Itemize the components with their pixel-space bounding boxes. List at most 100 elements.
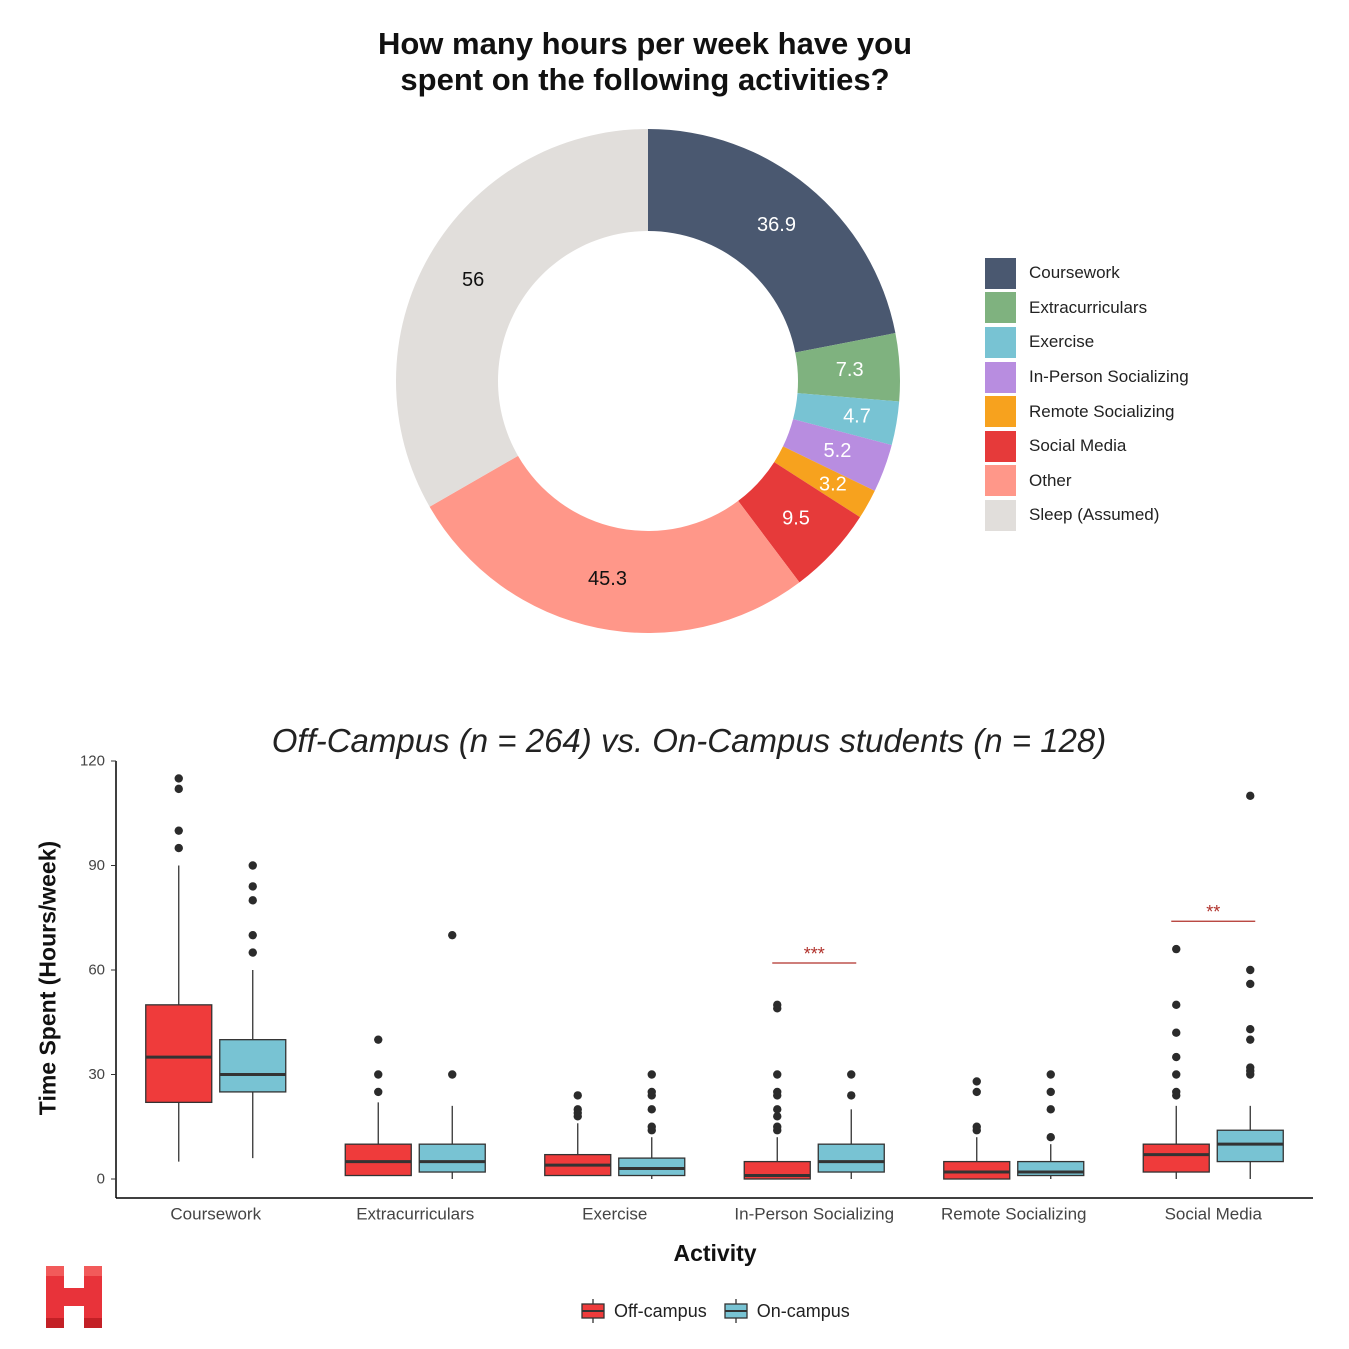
box-on-campus-extracurriculars xyxy=(418,930,486,1179)
x-tick-label-extracurriculars: Extracurriculars xyxy=(356,1205,474,1224)
outlier-point xyxy=(573,1108,582,1118)
outlier-point xyxy=(647,1105,656,1114)
legend-item-remote-socializing: Remote Socializing xyxy=(985,394,1189,429)
y-tick-label: 30 xyxy=(88,1066,105,1083)
outlier-point xyxy=(248,930,257,940)
legend-swatch xyxy=(985,326,1016,358)
legend-swatch xyxy=(985,430,1016,462)
legend-swatch xyxy=(985,257,1016,289)
outlier-point xyxy=(573,1105,582,1114)
outlier-point xyxy=(773,1070,782,1079)
outlier-point xyxy=(647,1087,656,1097)
box-off-campus-in-person-socializing xyxy=(743,1000,811,1180)
outlier-point xyxy=(773,1091,782,1100)
donut-value-label-in-person-socializing: 5.2 xyxy=(824,440,852,462)
y-tick-label: 90 xyxy=(88,857,105,874)
box-body xyxy=(743,1160,811,1180)
outlier-point xyxy=(1172,944,1181,954)
box-body xyxy=(544,1153,612,1177)
x-tick-label-social-media: Social Media xyxy=(1165,1205,1263,1224)
box-body xyxy=(1216,1129,1284,1163)
outlier-point xyxy=(847,1070,856,1079)
donut-slice-extracurriculars xyxy=(795,333,901,402)
x-tick-label-coursework: Coursework xyxy=(170,1205,261,1224)
donut-title-line2: spent on the following activities? xyxy=(400,62,890,97)
legend-item-sleep-assumed: Sleep (Assumed) xyxy=(985,498,1189,533)
y-tick-label: 120 xyxy=(80,753,105,770)
outlier-point xyxy=(1172,1000,1181,1010)
donut-slice-coursework xyxy=(648,129,896,353)
legend-label: Extracurriculars xyxy=(1029,297,1148,317)
legend-swatch xyxy=(985,292,1016,324)
x-tick-label-remote-socializing: Remote Socializing xyxy=(941,1205,1087,1224)
legend-box-key-icon xyxy=(581,1299,605,1323)
legend-swatch xyxy=(985,465,1016,497)
boxplot-y-axis-label: Time Spent (Hours/week) xyxy=(34,840,61,1116)
legend-box-key-icon xyxy=(724,1299,748,1323)
legend-item-social-media: Social Media xyxy=(985,429,1189,464)
outlier-point xyxy=(773,1004,782,1013)
outlier-point xyxy=(1046,1087,1055,1097)
outlier-point xyxy=(248,948,257,957)
outlier-point xyxy=(248,861,257,870)
legend-swatch xyxy=(985,396,1016,428)
outlier-point xyxy=(174,843,183,853)
outlier-point xyxy=(174,774,183,783)
outlier-point xyxy=(647,1122,656,1131)
box-body xyxy=(943,1160,1011,1180)
outlier-point xyxy=(647,1070,656,1079)
box-body xyxy=(219,1039,287,1093)
box-body xyxy=(817,1143,885,1173)
donut-value-label-coursework: 36.9 xyxy=(757,214,796,236)
outlier-point xyxy=(773,1122,782,1131)
outlier-point xyxy=(1046,1133,1055,1142)
outlier-point xyxy=(847,1091,856,1100)
outlier-point xyxy=(773,1112,782,1121)
outlier-point xyxy=(248,896,257,905)
box-on-campus-remote-socializing xyxy=(1017,1070,1085,1179)
outlier-point xyxy=(1246,1070,1255,1079)
boxplot-legend-label: On-campus xyxy=(756,1300,850,1321)
outlier-point xyxy=(647,1126,656,1135)
outlier-point xyxy=(1246,791,1255,801)
legend-label: Remote Socializing xyxy=(1029,401,1175,421)
legend-item-in-person-socializing: In-Person Socializing xyxy=(985,360,1189,395)
box-on-campus-exercise xyxy=(618,1070,686,1179)
outlier-point xyxy=(972,1077,981,1086)
outlier-point xyxy=(448,1070,457,1079)
outlier-point xyxy=(972,1087,981,1097)
legend-label: In-Person Socializing xyxy=(1029,367,1189,387)
outlier-point xyxy=(1246,1063,1255,1072)
outlier-point xyxy=(1246,965,1255,975)
boxplot-legend-label: Off-campus xyxy=(614,1300,707,1321)
box-body xyxy=(618,1157,686,1177)
significance-label-social-media: ** xyxy=(1206,902,1220,922)
box-body xyxy=(1142,1143,1210,1173)
donut-legend: Coursework Extracurriculars Exercise In-Per… xyxy=(985,256,1189,533)
donut-chart: 36.9 7.3 4.7 5.2 3.2 9.5 45.3 56 xyxy=(395,129,901,634)
legend-label: Coursework xyxy=(1029,263,1120,283)
outlier-point xyxy=(1046,1070,1055,1079)
outlier-point xyxy=(374,1087,383,1097)
donut-slice-other xyxy=(429,455,800,634)
boxplot-x-axis-label: Activity xyxy=(673,1240,757,1266)
y-tick-label: 60 xyxy=(88,962,105,979)
boxplot-legend-item-on-campus: On-campus xyxy=(723,1298,850,1324)
outlier-point xyxy=(248,882,257,891)
outlier-point xyxy=(1246,1025,1255,1034)
donut-slice-in-person-socializing xyxy=(782,419,892,491)
donut-slice-remote-socializing xyxy=(774,446,875,518)
donut-value-label-social-media: 9.5 xyxy=(782,507,810,529)
legend-swatch xyxy=(985,361,1016,393)
donut-title-line1: How many hours per week have you xyxy=(377,26,913,61)
outlier-point xyxy=(1246,1035,1255,1044)
outlier-point xyxy=(1246,979,1255,989)
outlier-point xyxy=(573,1112,582,1121)
box-off-campus-exercise xyxy=(544,1091,612,1177)
boxplot-legend: Off-campus On-campus xyxy=(580,1298,866,1324)
donut-slice-sleep-assumed xyxy=(395,129,648,507)
outlier-point xyxy=(773,1126,782,1135)
box-body xyxy=(344,1143,412,1177)
outlier-point xyxy=(1172,1070,1181,1079)
box-on-campus-social-media xyxy=(1216,791,1284,1179)
